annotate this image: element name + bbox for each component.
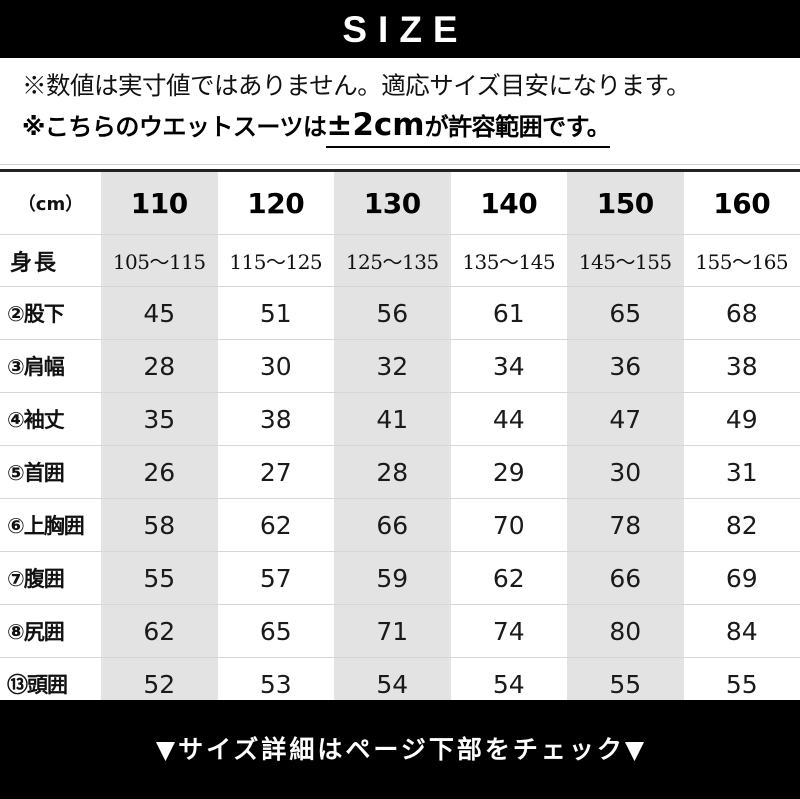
row-label-height: 身長	[0, 234, 101, 287]
cell-upper-chest-120: 62	[217, 498, 334, 552]
cell-sleeve-150: 47	[567, 392, 684, 446]
cell-sleeve-110: 35	[101, 392, 218, 446]
unit-header: （cm）	[0, 170, 101, 235]
cell-inseam-130: 56	[334, 286, 451, 340]
table-row: 身長 105〜115 115〜125 125〜135 135〜145 145〜1…	[0, 234, 800, 287]
notes-block: ※数値は実寸値ではありません。適応サイズ目安になります。 ※こちらのウエットスー…	[0, 58, 800, 165]
size-header-110: 110	[101, 170, 218, 235]
cell-waist-140: 62	[450, 551, 567, 605]
cell-height-160: 155〜165	[683, 234, 800, 287]
cell-upper-chest-150: 78	[567, 498, 684, 552]
size-header-160: 160	[683, 170, 800, 235]
cell-height-110: 105〜115	[101, 234, 218, 287]
cell-neck-130: 28	[334, 445, 451, 499]
cell-upper-chest-160: 82	[683, 498, 800, 552]
cell-neck-120: 27	[217, 445, 334, 499]
cell-upper-chest-110: 58	[101, 498, 218, 552]
cell-hip-140: 74	[450, 604, 567, 658]
cell-waist-110: 55	[101, 551, 218, 605]
footer-bar: ▼サイズ詳細はページ下部をチェック▼	[0, 700, 800, 799]
note-line-1: ※数値は実寸値ではありません。適応サイズ目安になります。	[22, 71, 691, 100]
cell-inseam-120: 51	[217, 286, 334, 340]
notes-divider	[0, 164, 800, 165]
title-bar: SIZE	[0, 0, 800, 58]
cell-hip-130: 71	[334, 604, 451, 658]
cell-inseam-160: 68	[683, 286, 800, 340]
cell-inseam-110: 45	[101, 286, 218, 340]
row-label-neck: ⑤首囲	[0, 445, 101, 499]
table-header-row: （cm） 110 120 130 140 150 160	[0, 170, 800, 235]
tolerance-value: ±2cm	[326, 107, 425, 143]
cell-hip-150: 80	[567, 604, 684, 658]
cell-hip-160: 84	[683, 604, 800, 658]
cell-shoulder-120: 30	[217, 339, 334, 393]
row-label-shoulder: ③肩幅	[0, 339, 101, 393]
cell-neck-140: 29	[450, 445, 567, 499]
cell-shoulder-140: 34	[450, 339, 567, 393]
cell-upper-chest-140: 70	[450, 498, 567, 552]
footer-message: ▼サイズ詳細はページ下部をチェック▼	[155, 735, 648, 764]
table-row: ⑧尻囲 62 65 71 74 80 84	[0, 604, 800, 658]
cell-height-130: 125〜135	[334, 234, 451, 287]
cell-waist-130: 59	[334, 551, 451, 605]
cell-neck-110: 26	[101, 445, 218, 499]
row-label-waist: ⑦腹囲	[0, 551, 101, 605]
cell-sleeve-120: 38	[217, 392, 334, 446]
note-line-2-underlined: ±2cm が許容範囲です。	[326, 107, 611, 148]
cell-waist-150: 66	[567, 551, 684, 605]
cell-sleeve-130: 41	[334, 392, 451, 446]
cell-neck-150: 30	[567, 445, 684, 499]
cell-sleeve-140: 44	[450, 392, 567, 446]
size-table: （cm） 110 120 130 140 150 160 身長 105〜115 …	[0, 169, 800, 713]
cell-shoulder-160: 38	[683, 339, 800, 393]
table-row: ②股下 45 51 56 61 65 68	[0, 286, 800, 340]
note-line-2: ※こちらのウエットスーツは ±2cm が許容範囲です。	[22, 109, 780, 148]
cell-waist-120: 57	[217, 551, 334, 605]
table-row: ⑦腹囲 55 57 59 62 66 69	[0, 551, 800, 605]
row-label-inseam: ②股下	[0, 286, 101, 340]
cell-inseam-150: 65	[567, 286, 684, 340]
table-row: ⑤首囲 26 27 28 29 30 31	[0, 445, 800, 499]
cell-shoulder-150: 36	[567, 339, 684, 393]
cell-waist-160: 69	[683, 551, 800, 605]
row-label-sleeve: ④袖丈	[0, 392, 101, 446]
note-line-2-prefix: ※こちらのウエットスーツは	[22, 113, 327, 141]
row-label-upper-chest: ⑥上胸囲	[0, 498, 101, 552]
cell-height-120: 115〜125	[217, 234, 334, 287]
cell-upper-chest-130: 66	[334, 498, 451, 552]
table-row: ⑥上胸囲 58 62 66 70 78 82	[0, 498, 800, 552]
table-row: ③肩幅 28 30 32 34 36 38	[0, 339, 800, 393]
size-header-150: 150	[567, 170, 684, 235]
cell-height-140: 135〜145	[450, 234, 567, 287]
cell-shoulder-130: 32	[334, 339, 451, 393]
note-line-2-suffix: が許容範囲です。	[424, 113, 611, 141]
cell-inseam-140: 61	[450, 286, 567, 340]
cell-sleeve-160: 49	[683, 392, 800, 446]
page-title: SIZE	[342, 8, 469, 50]
cell-hip-110: 62	[101, 604, 218, 658]
size-header-140: 140	[450, 170, 567, 235]
row-label-hip: ⑧尻囲	[0, 604, 101, 658]
cell-neck-160: 31	[683, 445, 800, 499]
size-header-120: 120	[217, 170, 334, 235]
table-row: ④袖丈 35 38 41 44 47 49	[0, 392, 800, 446]
size-header-130: 130	[334, 170, 451, 235]
cell-height-150: 145〜155	[567, 234, 684, 287]
cell-hip-120: 65	[217, 604, 334, 658]
cell-shoulder-110: 28	[101, 339, 218, 393]
